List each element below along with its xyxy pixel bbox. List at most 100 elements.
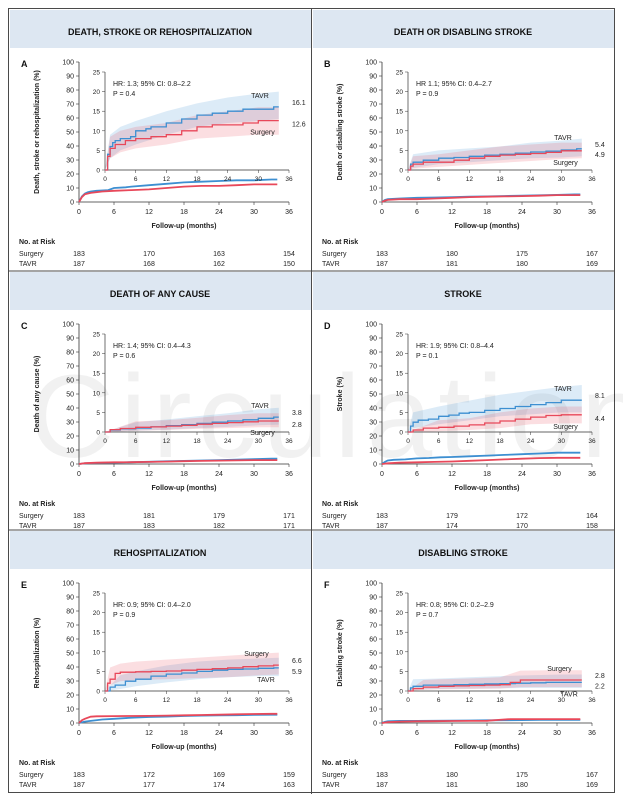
y-tick-label: 70 <box>66 102 74 109</box>
risk-count: 181 <box>446 261 458 268</box>
x-tick-label: 36 <box>588 209 596 216</box>
inset-y-tick-label: 10 <box>396 390 404 397</box>
risk-count: 171 <box>283 513 295 520</box>
risk-count: 183 <box>73 513 85 520</box>
y-tick-label: 10 <box>66 707 74 714</box>
y-tick-label: 90 <box>66 595 74 602</box>
p-value-text: P = 0.7 <box>416 612 438 619</box>
risk-count: 181 <box>446 782 458 789</box>
y-tick-label: 80 <box>369 609 377 616</box>
inset-x-tick-label: 36 <box>285 438 293 445</box>
risk-count: 183 <box>73 772 85 779</box>
risk-count: 175 <box>516 251 528 258</box>
series-label-tavr: TAVR <box>251 403 269 410</box>
end-value-surgery: 6.6 <box>292 658 302 665</box>
inset-x-tick-label: 6 <box>134 697 138 704</box>
inset-x-tick-label: 36 <box>285 176 293 183</box>
x-axis-label: Follow-up (months) <box>455 744 520 751</box>
y-tick-label: 50 <box>66 392 74 399</box>
hazard-ratio-text: HR: 1.9; 95% CI: 0.8–4.4 <box>416 343 494 350</box>
x-tick-label: 6 <box>112 209 116 216</box>
y-tick-label: 10 <box>66 448 74 455</box>
panel-f: DISABLING STROKEF01020304050607080901000… <box>313 531 614 789</box>
risk-count: 174 <box>446 523 458 530</box>
panel-e: REHOSPITALIZATIONE0102030405060708090100… <box>10 530 312 794</box>
inset-x-tick-label: 30 <box>558 176 566 183</box>
risk-count: 182 <box>213 523 225 530</box>
risk-count: 164 <box>586 513 598 520</box>
figure-canvas: DEATH, STROKE OR REHOSPITALIZATION A 0 10 20… <box>9 9 614 794</box>
y-tick-label: 40 <box>369 406 377 413</box>
risk-count: 175 <box>516 772 528 779</box>
panel-title: DEATH, STROKE OR REHOSPITALIZATION <box>68 27 252 37</box>
risk-table-title: No. at Risk <box>322 760 358 767</box>
series-label-tavr: TAVR <box>257 677 275 684</box>
risk-count: 187 <box>376 782 388 789</box>
y-tick-label: 70 <box>369 102 377 109</box>
y-tick-label: 80 <box>66 88 74 95</box>
y-tick-label: 30 <box>369 420 377 427</box>
curve-surgery-main <box>381 456 581 465</box>
curve-surgery-main <box>381 194 581 203</box>
hazard-ratio-text: HR: 1.3; 95% CI: 0.8–2.2 <box>113 81 191 88</box>
inset-x-tick-label: 30 <box>558 697 566 704</box>
y-tick-label: 100 <box>365 60 377 67</box>
inset-x-tick-label: 24 <box>224 176 232 183</box>
x-tick-label: 0 <box>380 730 384 737</box>
panel-header <box>10 531 311 569</box>
y-tick-label: 80 <box>369 88 377 95</box>
y-tick-label: 50 <box>369 392 377 399</box>
inset-x-tick-label: 30 <box>255 438 263 445</box>
x-tick-label: 30 <box>250 730 258 737</box>
risk-row-label: Surgery <box>322 772 347 779</box>
y-tick-label: 10 <box>369 448 377 455</box>
x-tick-label: 6 <box>415 471 419 478</box>
inset-y-tick-label: 10 <box>93 390 101 397</box>
y-tick-label: 40 <box>66 665 74 672</box>
risk-count: 168 <box>143 261 155 268</box>
x-axis-label: Follow-up (months) <box>152 223 217 230</box>
inset-x-tick-label: 36 <box>588 176 596 183</box>
risk-table-title: No. at Risk <box>322 501 358 508</box>
x-tick-label: 6 <box>112 471 116 478</box>
inset-y-tick-label: 10 <box>93 128 101 135</box>
end-value-tavr: 3.8 <box>292 410 302 417</box>
y-tick-label: 80 <box>66 609 74 616</box>
inset-x-tick-label: 12 <box>466 697 474 704</box>
x-tick-label: 0 <box>380 209 384 216</box>
curve-surgery-inset <box>105 420 279 433</box>
y-axis-label: Death, stroke or rehospitalization (%) <box>34 70 41 194</box>
risk-row-label: TAVR <box>19 782 37 789</box>
panel-letter: A <box>21 59 28 69</box>
panel-a: DEATH, STROKE OR REHOSPITALIZATION A 0 10 20… <box>9 9 312 272</box>
x-tick-label: 30 <box>250 209 258 216</box>
y-axis-label: Death of any cause (%) <box>34 356 41 433</box>
curve-surgery-main <box>381 718 581 724</box>
x-axis-label: Follow-up (months) <box>455 485 520 492</box>
hazard-ratio-text: HR 1.1; 95% CI: 0.4–2.7 <box>416 81 492 88</box>
ci-band-surgery <box>105 107 279 170</box>
series-label-surgery: Surgery <box>244 651 269 658</box>
risk-count: 171 <box>283 523 295 530</box>
inset-y-tick-label: 0 <box>96 430 100 437</box>
y-tick-label: 60 <box>66 116 74 123</box>
inset-y-tick-label: 5 <box>96 669 100 676</box>
risk-count: 158 <box>586 523 598 530</box>
risk-count: 183 <box>376 513 388 520</box>
panel-letter: E <box>21 580 27 590</box>
risk-count: 162 <box>213 261 225 268</box>
y-tick-label: 100 <box>365 322 377 329</box>
risk-count: 150 <box>283 261 295 268</box>
inset-x-tick-label: 0 <box>406 176 410 183</box>
y-tick-label: 0 <box>70 200 74 207</box>
risk-count: 183 <box>143 523 155 530</box>
inset-x-tick-label: 0 <box>103 438 107 445</box>
x-tick-label: 36 <box>588 471 596 478</box>
panel-title: STROKE <box>444 289 482 299</box>
panel-letter: D <box>324 321 331 331</box>
y-tick-label: 60 <box>369 378 377 385</box>
inset-x-tick-label: 6 <box>134 438 138 445</box>
inset-x-tick-label: 12 <box>163 697 171 704</box>
inset-y-tick-label: 10 <box>396 649 404 656</box>
x-tick-label: 12 <box>145 471 153 478</box>
